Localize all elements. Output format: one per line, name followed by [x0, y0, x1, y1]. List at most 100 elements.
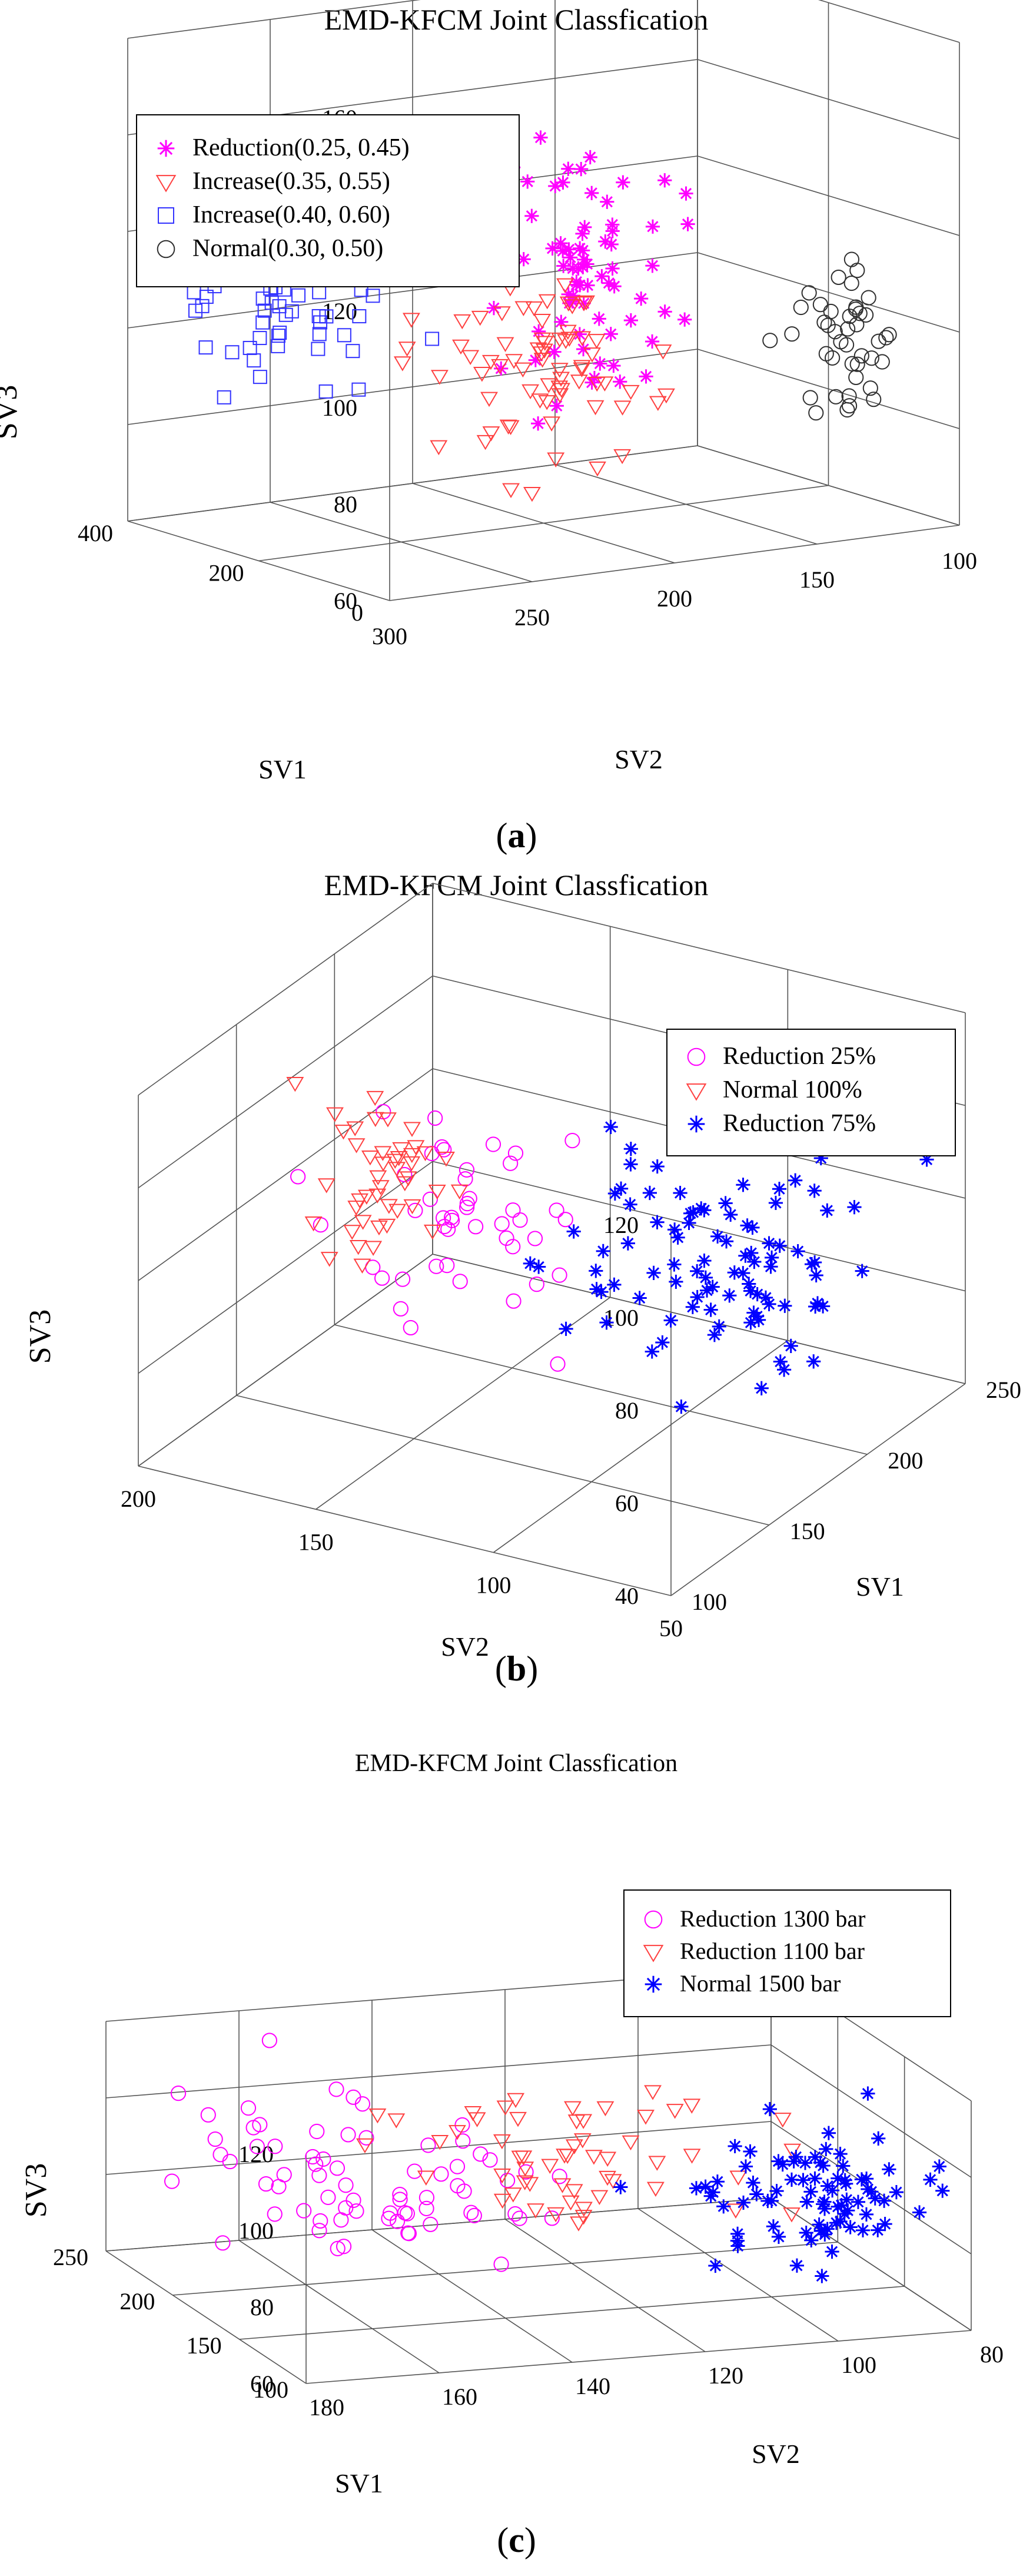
- data-point: [505, 1202, 521, 1218]
- data-point: [722, 1288, 737, 1303]
- data-point: [855, 2223, 871, 2237]
- data-point: [743, 2144, 758, 2159]
- data-point: [874, 354, 890, 370]
- data-point: [833, 2214, 848, 2229]
- data-point: [560, 331, 579, 347]
- data-point: [258, 2176, 274, 2192]
- series-2: [523, 1119, 934, 1414]
- data-point: [827, 324, 843, 340]
- data-point: [603, 327, 618, 342]
- grid-line: [105, 2250, 307, 2384]
- data-point: [545, 241, 560, 256]
- data-point: [562, 242, 576, 257]
- data-point: [388, 1204, 407, 1219]
- y-tick-label: 160: [442, 2383, 477, 2410]
- data-point: [859, 2207, 874, 2222]
- data-point: [333, 2212, 349, 2228]
- data-point: [772, 1238, 787, 1253]
- data-point: [379, 1112, 397, 1128]
- grid-line: [138, 883, 433, 1096]
- y-axis-label: SV1: [856, 1572, 904, 1602]
- data-point: [574, 162, 589, 177]
- tick-labels: 50 100 150 200 100 150 200 250 40 60 80 100 120: [121, 1212, 1021, 1642]
- data-point: [402, 313, 420, 328]
- data-point: [466, 2207, 482, 2223]
- data-points: [152, 130, 897, 502]
- data-point: [858, 307, 874, 323]
- data-point: [556, 2149, 573, 2164]
- data-point: [416, 1146, 434, 1162]
- data-point: [195, 299, 210, 313]
- data-point: [311, 309, 326, 323]
- data-point: [532, 324, 546, 339]
- data-point: [831, 2199, 845, 2214]
- legend-entry: Increase(0.40, 0.60): [192, 201, 390, 228]
- data-point: [789, 2258, 805, 2273]
- data-point: [543, 416, 561, 432]
- data-point: [217, 390, 231, 405]
- data-point: [801, 285, 817, 301]
- data-point: [820, 2179, 835, 2193]
- x-tick-label: 200: [209, 560, 244, 586]
- data-point: [773, 1354, 788, 1369]
- data-point: [403, 1122, 421, 1137]
- data-point: [493, 2134, 511, 2150]
- data-point: [374, 1146, 392, 1161]
- data-point: [657, 173, 672, 188]
- data-point: [392, 1142, 410, 1158]
- data-point: [554, 314, 569, 329]
- data-point: [423, 1224, 441, 1240]
- data-point: [736, 1178, 750, 1192]
- data-point: [397, 2205, 413, 2221]
- data-point: [603, 1119, 618, 1135]
- data-point: [370, 1220, 388, 1236]
- data-point: [589, 461, 606, 477]
- data-point: [403, 1156, 421, 1172]
- data-point: [577, 295, 595, 311]
- data-point: [745, 1220, 760, 1235]
- grid-line: [770, 2044, 972, 2178]
- data-point: [594, 1284, 609, 1299]
- data-point: [570, 2216, 587, 2232]
- data-point: [200, 2107, 216, 2123]
- data-point: [623, 1197, 637, 1212]
- data-point: [273, 326, 287, 340]
- data-point: [697, 1203, 712, 1218]
- data-point: [527, 1231, 543, 1246]
- data-point: [576, 342, 591, 357]
- data-point: [320, 1252, 338, 1267]
- data-point: [799, 2194, 814, 2209]
- data-point: [645, 1344, 659, 1359]
- data-point: [423, 2216, 439, 2232]
- data-point: [482, 426, 500, 442]
- data-point: [523, 1256, 537, 1271]
- data-point: [366, 1112, 384, 1128]
- data-point: [563, 299, 582, 314]
- data-point: [507, 2093, 525, 2108]
- panel-b: EMD-KFCM Joint Classfication 50 100 150 200 1…: [24, 868, 1021, 1662]
- data-point: [430, 440, 448, 456]
- data-point: [729, 2170, 748, 2186]
- data-point: [351, 1193, 369, 1209]
- data-point: [356, 2138, 374, 2154]
- data-point: [607, 1186, 622, 1201]
- grid-line: [371, 2229, 573, 2363]
- data-point: [529, 1277, 544, 1292]
- data-point: [520, 174, 535, 189]
- data-point: [400, 2225, 416, 2241]
- data-point: [337, 328, 351, 343]
- data-point: [527, 2203, 544, 2219]
- data-point: [773, 2113, 792, 2128]
- data-point: [575, 226, 590, 241]
- z-tick-label: 100: [322, 394, 357, 421]
- grid-line: [334, 1324, 868, 1455]
- data-point: [452, 1274, 468, 1289]
- data-point: [563, 2101, 582, 2116]
- data-point: [786, 2154, 801, 2169]
- data-point: [550, 1356, 566, 1372]
- data-point: [457, 1171, 473, 1187]
- legend-marker: [643, 1945, 664, 1962]
- data-point: [311, 2167, 327, 2183]
- data-point: [525, 301, 543, 317]
- data-point: [486, 301, 501, 316]
